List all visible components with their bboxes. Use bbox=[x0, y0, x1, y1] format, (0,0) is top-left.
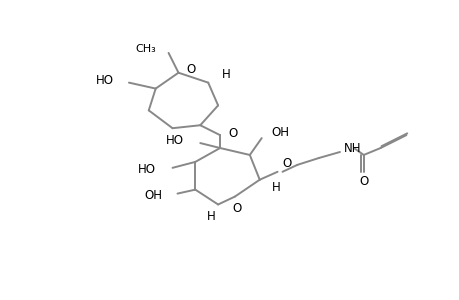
Text: HO: HO bbox=[137, 163, 155, 176]
Text: O: O bbox=[232, 202, 241, 215]
Text: CH₃: CH₃ bbox=[134, 44, 155, 54]
Text: HO: HO bbox=[96, 74, 114, 87]
Text: OH: OH bbox=[144, 189, 162, 202]
Text: NH: NH bbox=[343, 142, 361, 154]
Text: H: H bbox=[222, 68, 230, 81]
Text: H: H bbox=[271, 181, 280, 194]
Text: O: O bbox=[282, 158, 291, 170]
Text: O: O bbox=[358, 175, 368, 188]
Text: HO: HO bbox=[165, 134, 183, 147]
Text: O: O bbox=[228, 127, 237, 140]
Text: OH: OH bbox=[271, 126, 289, 139]
Text: H: H bbox=[206, 210, 215, 223]
Text: O: O bbox=[186, 63, 195, 76]
